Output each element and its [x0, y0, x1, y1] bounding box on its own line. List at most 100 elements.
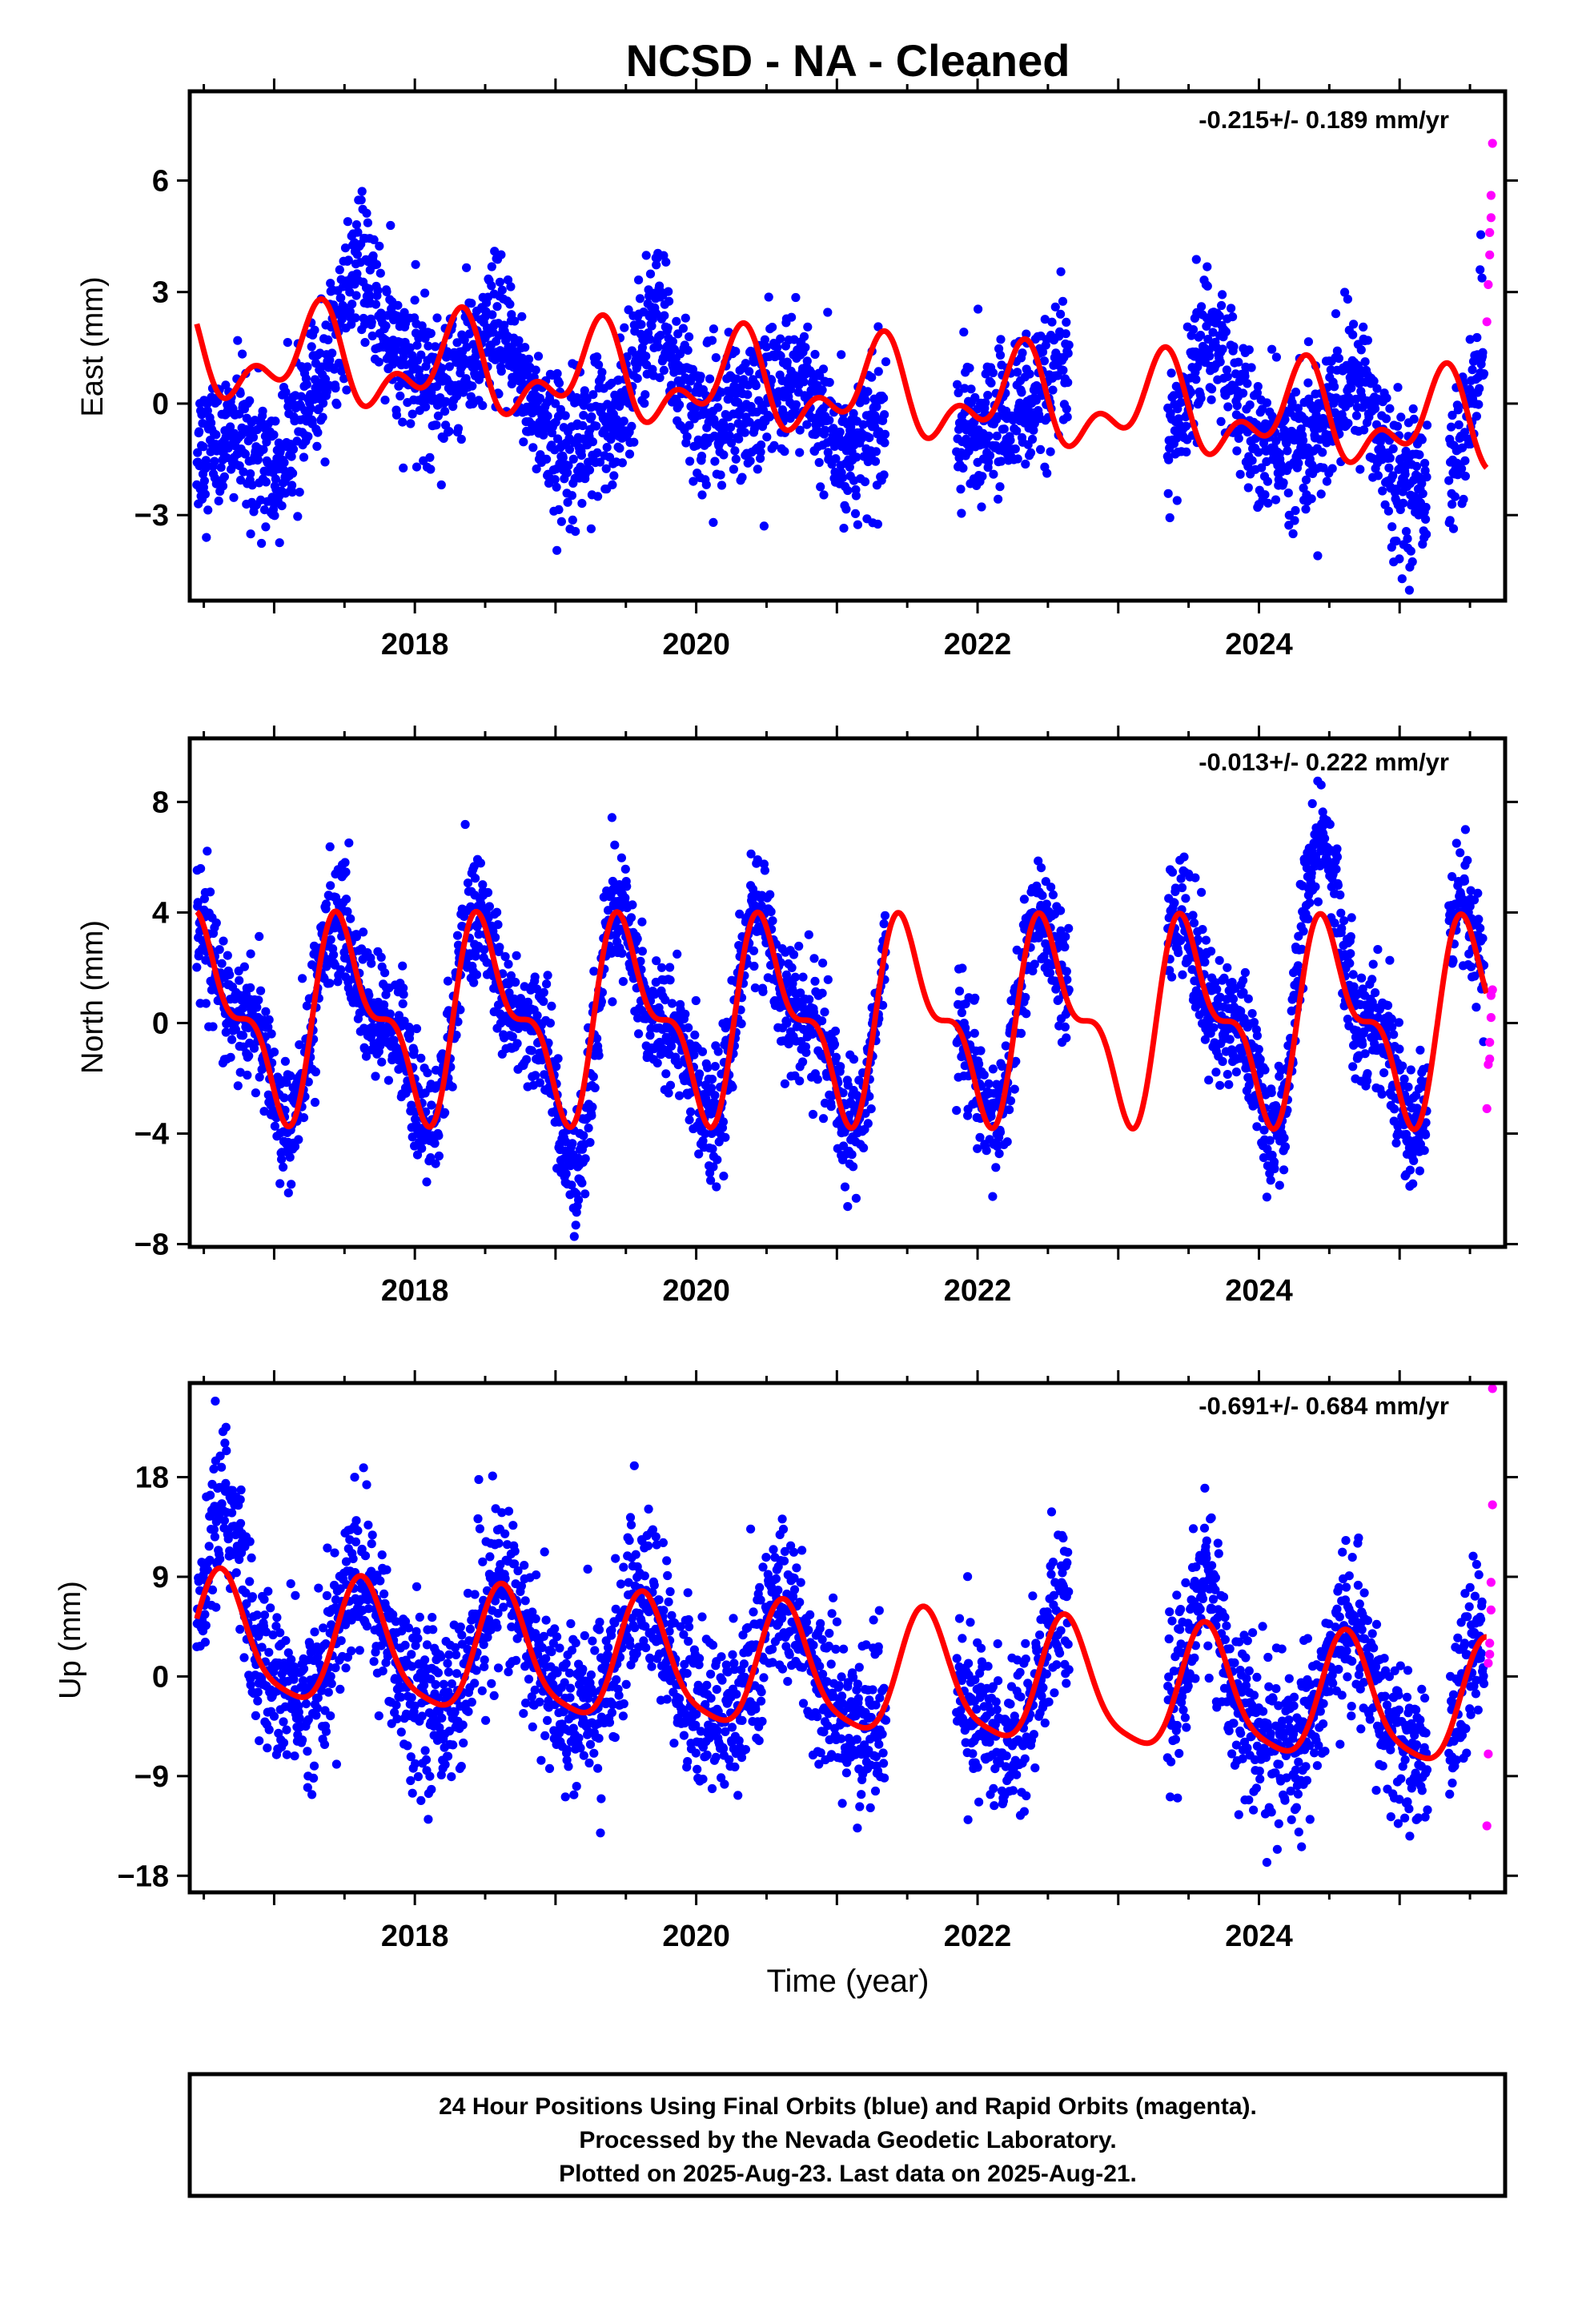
final-orbit-point — [684, 1023, 693, 1032]
final-orbit-point — [1011, 1056, 1021, 1066]
final-orbit-point — [246, 469, 255, 479]
final-orbit-point — [577, 1178, 587, 1188]
final-orbit-point — [823, 308, 833, 317]
final-orbit-point — [984, 431, 994, 441]
final-orbit-point — [1474, 400, 1484, 409]
final-orbit-point — [367, 959, 376, 968]
final-orbit-point — [665, 296, 674, 306]
final-orbit-point — [664, 287, 673, 296]
final-orbit-point — [881, 357, 891, 367]
final-orbit-point — [708, 1144, 717, 1154]
final-orbit-point — [620, 323, 629, 332]
final-orbit-point — [1327, 464, 1337, 473]
final-orbit-point — [351, 932, 361, 942]
final-orbit-point — [1209, 1023, 1219, 1032]
final-orbit-point — [1391, 485, 1401, 494]
final-orbit-point — [764, 292, 773, 302]
final-orbit-point — [667, 999, 677, 1008]
final-orbit-point — [211, 430, 221, 440]
final-orbit-point — [1188, 325, 1199, 335]
final-orbit-point — [221, 1027, 231, 1037]
final-orbit-point — [1234, 357, 1243, 367]
final-orbit-point — [351, 291, 361, 300]
final-orbit-point — [1465, 335, 1475, 344]
final-orbit-point — [660, 311, 669, 320]
final-orbit-point — [1062, 975, 1072, 984]
final-orbit-point — [492, 302, 502, 312]
final-orbit-point — [757, 440, 766, 450]
final-orbit-point — [678, 324, 689, 333]
final-orbit-point — [568, 1248, 576, 1257]
final-orbit-point — [269, 430, 279, 440]
final-orbit-point — [719, 1172, 729, 1181]
final-orbit-point — [476, 858, 486, 868]
final-orbit-point — [825, 377, 834, 388]
final-orbit-point — [279, 464, 288, 475]
final-orbit-point — [756, 447, 765, 457]
final-orbit-point — [1235, 469, 1245, 479]
final-orbit-point — [552, 482, 561, 492]
final-orbit-point — [386, 220, 396, 231]
final-orbit-point — [647, 321, 656, 331]
final-orbit-point — [1232, 446, 1242, 456]
final-orbit-point — [468, 381, 477, 391]
final-orbit-point — [652, 1058, 662, 1068]
final-orbit-point — [215, 945, 224, 955]
final-orbit-point — [1058, 296, 1068, 306]
final-orbit-point — [1176, 874, 1186, 883]
final-orbit-point — [1062, 412, 1072, 422]
final-orbit-point — [1283, 446, 1292, 456]
final-orbit-point — [337, 931, 347, 941]
final-orbit-point — [853, 520, 862, 529]
final-orbit-point — [226, 422, 235, 432]
final-orbit-point — [542, 979, 552, 989]
final-orbit-point — [817, 988, 827, 998]
final-orbit-point — [838, 1088, 848, 1098]
final-orbit-point — [1476, 230, 1486, 239]
final-orbit-point — [731, 454, 741, 464]
east-rate-label: -0.215+/- 0.189 mm/yr — [1199, 106, 1449, 134]
final-orbit-point — [845, 462, 854, 472]
final-orbit-point — [408, 409, 417, 419]
final-orbit-point — [219, 472, 229, 481]
final-orbit-point — [592, 421, 601, 431]
final-orbit-point — [319, 398, 328, 408]
final-orbit-point — [1244, 1080, 1254, 1090]
final-orbit-point — [1257, 463, 1267, 472]
north-axis-label: North (mm) — [76, 920, 110, 1074]
final-orbit-point — [1322, 476, 1331, 486]
final-orbit-point — [264, 1015, 274, 1024]
final-orbit-point — [368, 251, 378, 261]
final-orbit-point — [685, 1115, 694, 1124]
final-orbit-point — [1468, 365, 1477, 375]
final-orbit-point — [1444, 476, 1454, 485]
final-orbit-point — [810, 349, 820, 360]
final-orbit-point — [203, 846, 212, 856]
final-orbit-point — [506, 971, 516, 980]
final-orbit-point — [661, 1069, 671, 1079]
final-orbit-point — [396, 391, 405, 401]
final-orbit-point — [847, 1150, 857, 1160]
final-orbit-point — [380, 396, 390, 405]
final-orbit-point — [750, 983, 761, 993]
final-orbit-point — [634, 275, 644, 285]
final-orbit-point — [1201, 935, 1211, 945]
final-orbit-point — [966, 384, 976, 394]
final-orbit-point — [374, 357, 383, 367]
final-orbit-point — [1046, 883, 1056, 892]
final-orbit-point — [1038, 348, 1048, 357]
final-orbit-point — [280, 1056, 290, 1066]
final-orbit-point — [729, 464, 739, 474]
final-orbit-point — [768, 323, 777, 332]
final-orbit-point — [423, 1068, 432, 1078]
final-orbit-point — [531, 365, 540, 375]
final-orbit-point — [773, 343, 782, 352]
final-orbit-point — [335, 265, 344, 275]
final-orbit-point — [561, 1169, 571, 1179]
final-orbit-point — [735, 909, 745, 919]
final-orbit-point — [412, 1150, 423, 1160]
final-orbit-point — [816, 482, 825, 492]
final-orbit-point — [880, 429, 890, 439]
final-orbit-point — [1420, 458, 1430, 468]
final-orbit-point — [622, 882, 632, 891]
